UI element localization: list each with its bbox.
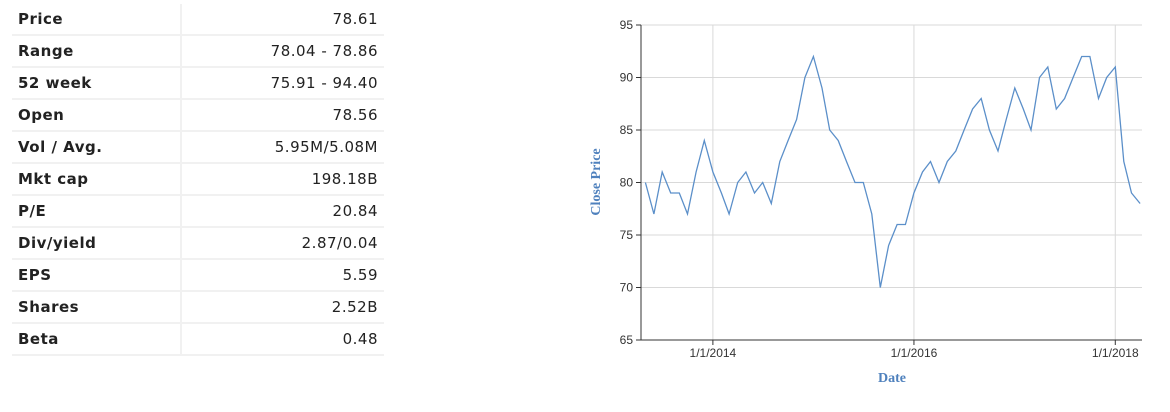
field-label: P/E <box>12 195 182 228</box>
field-label: Open <box>12 99 182 132</box>
y-tick-label: 95 <box>620 18 634 32</box>
table-row: P/E 20.84 <box>12 195 384 228</box>
table-row: Range 78.04 - 78.86 <box>12 35 384 68</box>
field-value: 2.52B <box>181 291 384 324</box>
table-row: Vol / Avg. 5.95M/5.08M <box>12 131 384 164</box>
field-value: 78.04 - 78.86 <box>181 35 384 68</box>
field-label: EPS <box>12 259 182 292</box>
field-label: Vol / Avg. <box>12 131 182 164</box>
table-row: Mkt cap 198.18B <box>12 163 384 196</box>
field-value: 0.48 <box>181 323 384 356</box>
x-tick-label: 1/1/2016 <box>891 346 938 360</box>
table-row: Beta 0.48 <box>12 323 384 356</box>
field-label: Div/yield <box>12 227 182 260</box>
field-label: Beta <box>12 323 182 356</box>
field-value: 20.84 <box>181 195 384 228</box>
table-row: Div/yield 2.87/0.04 <box>12 227 384 260</box>
table-row: Open 78.56 <box>12 99 384 132</box>
quote-table: Price 78.61 Range 78.04 - 78.86 52 week 75.91… <box>12 4 384 356</box>
x-tick-label: 1/1/2014 <box>690 346 737 360</box>
y-tick-label: 70 <box>620 281 634 295</box>
field-label: Range <box>12 35 182 68</box>
field-value: 75.91 - 94.40 <box>181 67 384 100</box>
field-label: Price <box>12 4 182 36</box>
y-tick-label: 65 <box>620 333 634 347</box>
field-value: 2.87/0.04 <box>181 227 384 260</box>
field-value: 198.18B <box>181 163 384 196</box>
y-tick-label: 85 <box>620 123 634 137</box>
y-tick-label: 75 <box>620 228 634 242</box>
price-line <box>644 54 1141 288</box>
y-tick-label: 90 <box>620 71 634 85</box>
x-tick-label: 1/1/2018 <box>1092 346 1139 360</box>
field-value: 5.95M/5.08M <box>181 131 384 164</box>
table-row: 52 week 75.91 - 94.40 <box>12 67 384 100</box>
field-label: 52 week <box>12 67 182 100</box>
field-value: 5.59 <box>181 259 384 292</box>
table-row: Shares 2.52B <box>12 291 384 324</box>
field-value: 78.61 <box>181 4 384 36</box>
x-axis-title: Date <box>878 371 906 386</box>
y-axis-title: Close Price <box>589 148 604 215</box>
field-label: Mkt cap <box>12 163 182 196</box>
table-row: EPS 5.59 <box>12 259 384 292</box>
field-label: Shares <box>12 291 182 324</box>
table-row: Price 78.61 <box>12 4 384 36</box>
y-tick-label: 80 <box>620 176 634 190</box>
field-value: 78.56 <box>181 99 384 132</box>
